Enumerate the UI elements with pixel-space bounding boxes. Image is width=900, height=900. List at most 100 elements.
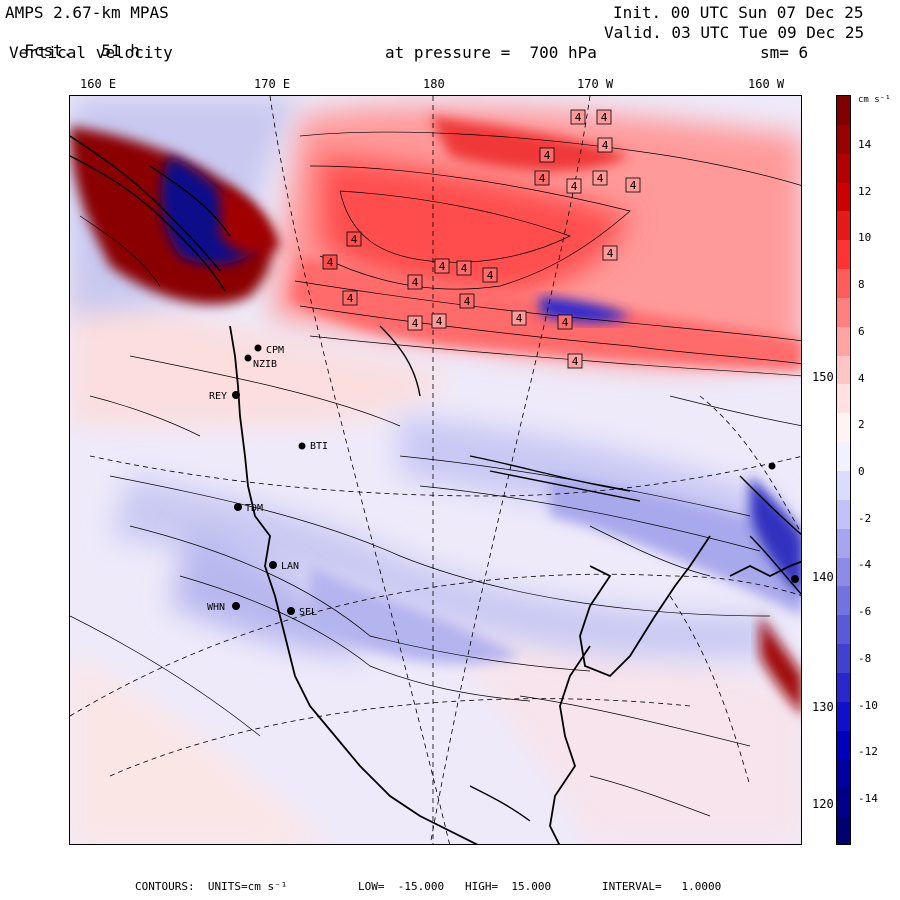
coastline: [229, 325, 801, 844]
dark-contour-clusters: [70, 135, 801, 822]
colorbar-tick-label: -4: [858, 558, 872, 572]
colorbar-tick-label: 2: [858, 418, 865, 432]
colorbar-segment: [837, 528, 850, 559]
contour-label-box: 4: [407, 315, 423, 331]
colorbar-segment: [837, 240, 850, 271]
colorbar-segment: [837, 124, 850, 155]
forecast-value: 51 h: [101, 41, 140, 60]
colorbar-segment: [837, 701, 850, 732]
colorbar-tick-label: 8: [858, 278, 865, 292]
colorbar-segment: [837, 672, 850, 703]
contour-label-box: 4: [602, 245, 618, 261]
contour-label-box: 4: [342, 290, 358, 306]
field-name: Vertical velocity: [9, 43, 173, 62]
svg-text:4: 4: [571, 180, 578, 193]
colorbar-tick-label: -8: [858, 651, 872, 665]
colorbar-segment: [837, 644, 850, 674]
station-markers: [232, 344, 799, 615]
svg-text:4: 4: [516, 312, 523, 325]
svg-text:4: 4: [464, 295, 471, 308]
svg-text:4: 4: [607, 247, 614, 260]
colorbar-segment: [837, 269, 850, 299]
station-marker-rey: [232, 391, 240, 399]
svg-text:4: 4: [572, 355, 579, 368]
pressure-level: at pressure = 700 hPa: [385, 43, 597, 62]
contour-lines: [70, 131, 801, 817]
svg-text:4: 4: [487, 269, 494, 282]
contour-label-box: 4: [596, 109, 612, 125]
contour-label-box: 4: [456, 260, 472, 276]
colorbar-segment: [837, 211, 850, 242]
contour-label-box: 4: [322, 254, 338, 270]
footer-contours: CONTOURS: UNITS=cm s⁻¹: [135, 880, 288, 893]
colorbar-segment: [837, 499, 850, 530]
init-time: Init. 00 UTC Sun 07 Dec 25: [613, 3, 864, 22]
forecast-label: Fcst.: [24, 41, 73, 60]
colorbar-tick-label: 14: [858, 138, 872, 151]
station-label-tdm: TDM: [245, 503, 263, 514]
svg-text:4: 4: [602, 139, 609, 152]
station-label-nzib: NZIB: [253, 359, 277, 370]
colorbar-segment: [837, 326, 850, 357]
station-marker-bti: [298, 442, 306, 450]
colorbar-segment: [837, 153, 850, 184]
contour-label-box: 4: [625, 177, 641, 193]
contour-label-box: 4: [511, 310, 527, 326]
station-marker-tdm: [234, 503, 242, 511]
svg-text:4: 4: [461, 262, 468, 275]
colorbar-tick-label: -14: [858, 792, 878, 805]
vertical-velocity-map: 4 4 4 4 4 4 4 4 4 4 4 4 4 4 4 4 4 4 4 4 …: [69, 95, 802, 845]
colorbar-tick-label: 0: [858, 465, 865, 478]
svg-text:4: 4: [351, 233, 358, 246]
svg-text:4: 4: [439, 260, 446, 273]
svg-text:4: 4: [539, 172, 546, 185]
svg-text:4: 4: [575, 111, 582, 124]
station-label-whn: WHN: [207, 602, 225, 613]
svg-text:4: 4: [412, 276, 419, 289]
station-label-lan: LAN: [281, 561, 299, 572]
contour-label-box: 4: [570, 109, 586, 125]
colorbar-segment: [837, 730, 850, 761]
smoothing-value: sm= 6: [760, 43, 809, 62]
footer-interval: INTERVAL= 1.0000: [602, 880, 722, 893]
colorbar-tick-label: -12: [858, 745, 878, 759]
svg-text:4: 4: [347, 292, 354, 305]
colorbar-segment: [837, 471, 850, 501]
colorbar-segment: [837, 384, 850, 415]
model-title: AMPS 2.67-km MPAS: [5, 3, 169, 22]
colorbar-tick-label: 6: [858, 324, 865, 338]
lon-label-170e: 170 E: [254, 77, 291, 91]
colorbar-tick-label: -2: [858, 511, 872, 525]
shading-layer: [70, 96, 801, 844]
contour-label-box: 4: [539, 147, 555, 163]
colorbar-segment: [837, 442, 850, 472]
contour-label-box: 4: [434, 258, 450, 274]
station-label-cpm: CPM: [266, 345, 284, 356]
colorbar-tick-label: 4: [858, 371, 865, 385]
contour-value-labels: 4 4 4 4 4 4 4 4 4 4 4 4 4 4 4 4 4 4 4 4 …: [322, 109, 641, 369]
svg-text:4: 4: [630, 179, 637, 192]
station-marker-whn: [232, 602, 240, 610]
contour-label-box: 4: [567, 353, 583, 369]
contour-label-box: 4: [482, 267, 498, 283]
footer-high: HIGH= 15.000: [465, 880, 552, 893]
valid-time: Valid. 03 UTC Tue 09 Dec 25: [604, 23, 865, 42]
colorbar-segment: [837, 557, 850, 588]
contour-label-box: 4: [431, 313, 447, 329]
lon-label-180: 180: [423, 77, 445, 91]
svg-text:4: 4: [597, 172, 604, 185]
station-marker-lan: [269, 561, 277, 569]
station-marker-nzib: [244, 354, 252, 362]
contour-label-box: 4: [407, 274, 423, 290]
colorbar-segment: [837, 759, 850, 790]
colorbar-segment: [837, 586, 850, 617]
colorbar-tick-label: -6: [858, 605, 872, 619]
colorbar-segment: [837, 788, 850, 819]
station-label-rey: REY: [209, 391, 227, 402]
contour-label-box: 4: [592, 170, 608, 186]
colorbar: [836, 95, 851, 845]
graticule: [70, 96, 801, 844]
colorbar-segment: [837, 297, 850, 328]
lon-label-160e: 160 E: [80, 77, 117, 91]
colorbar-segment: [837, 413, 850, 444]
